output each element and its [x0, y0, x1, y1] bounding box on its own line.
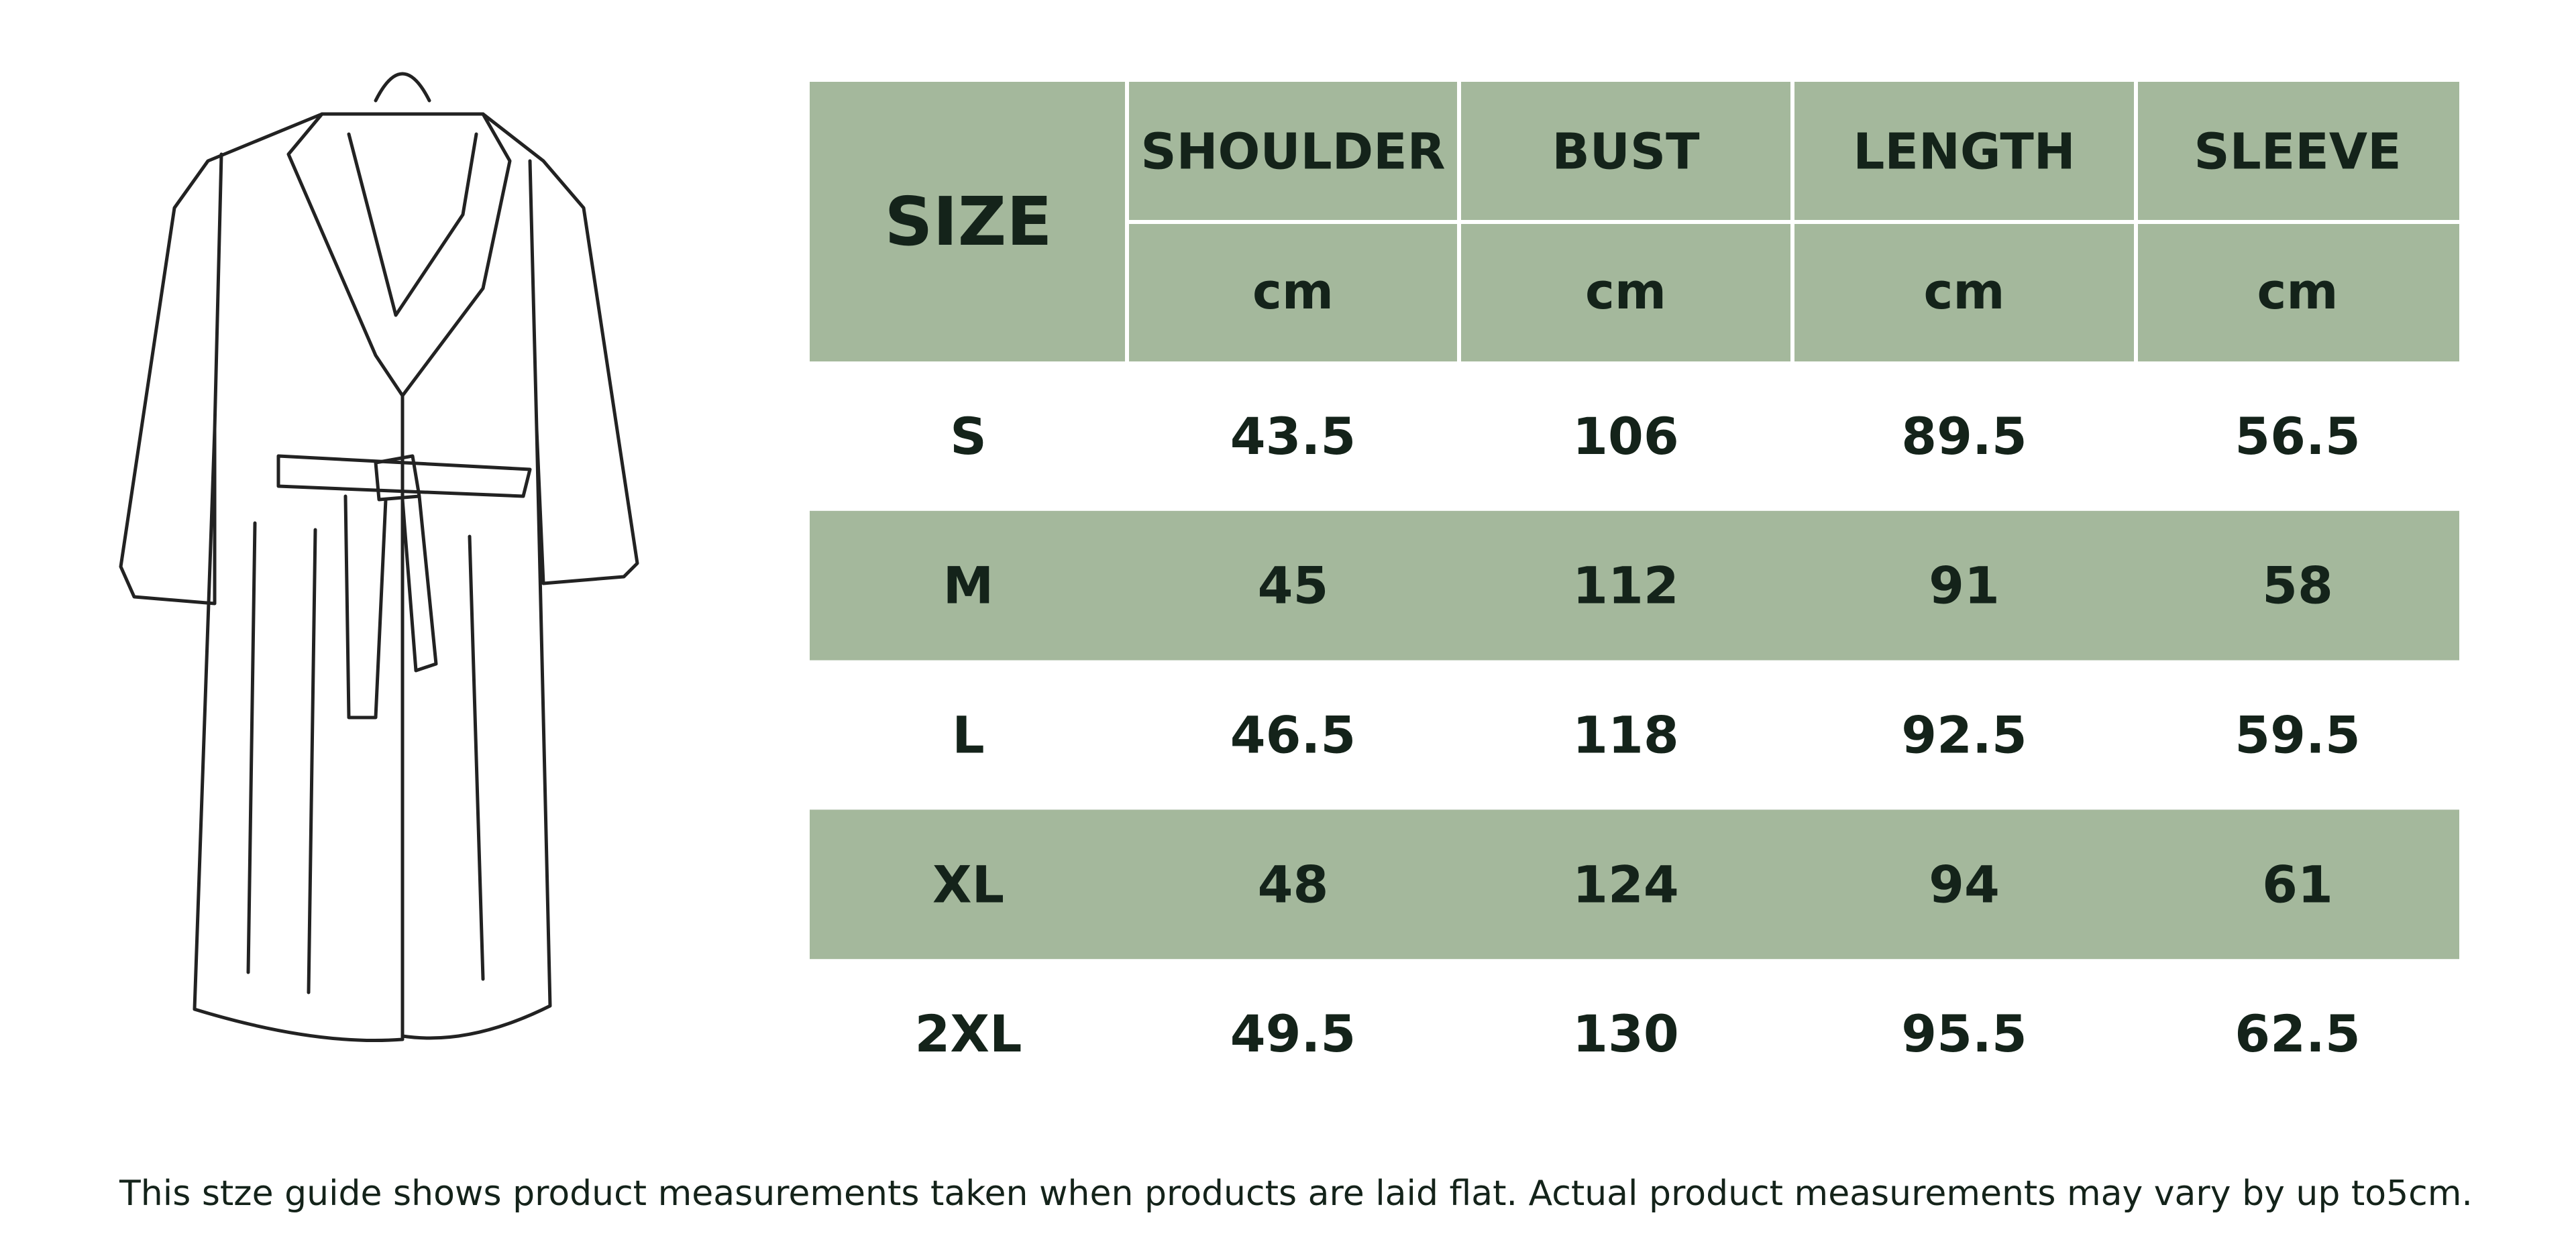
value-cell: 56.5 [2235, 406, 2361, 466]
column-header: LENGTH [1853, 123, 2075, 181]
value-cell: 124 [1572, 854, 1679, 914]
column-header: BUST [1552, 123, 1700, 181]
column-header: SLEEVE [2194, 123, 2401, 181]
value-cell: 130 [1572, 1004, 1679, 1064]
column-header: SHOULDER [1140, 123, 1445, 181]
value-cell: 45 [1258, 556, 1329, 616]
footer-note: This stze guide shows product measuremen… [119, 1174, 2473, 1214]
value-cell: 89.5 [1901, 406, 2027, 466]
value-cell: 48 [1258, 854, 1329, 914]
value-cell: 92.5 [1901, 705, 2027, 765]
size-cell: XL [932, 854, 1004, 914]
value-cell: 91 [1929, 556, 2000, 616]
robe-illustration [119, 72, 639, 1043]
value-cell: 59.5 [2235, 705, 2361, 765]
value-cell: 46.5 [1230, 705, 1356, 765]
row-background [810, 809, 2459, 960]
value-cell: 49.5 [1230, 1004, 1356, 1064]
size-cell: M [943, 556, 994, 616]
value-cell: 112 [1572, 556, 1679, 616]
row-background [810, 510, 2459, 661]
value-cell: 94 [1929, 854, 2000, 914]
value-cell: 106 [1572, 406, 1679, 466]
column-unit: cm [1924, 263, 2005, 321]
column-unit: cm [2257, 263, 2339, 321]
column-unit: cm [1585, 263, 1666, 321]
size-cell: 2XL [915, 1004, 1022, 1064]
size-cell: L [952, 705, 984, 765]
column-unit: cm [1252, 263, 1334, 321]
size-cell: S [950, 406, 987, 466]
value-cell: 43.5 [1230, 406, 1356, 466]
value-cell: 118 [1572, 705, 1679, 765]
size-header: SIZE [884, 182, 1052, 261]
value-cell: 62.5 [2235, 1004, 2361, 1064]
value-cell: 95.5 [1901, 1004, 2027, 1064]
value-cell: 61 [2262, 854, 2333, 914]
value-cell: 58 [2262, 556, 2333, 616]
